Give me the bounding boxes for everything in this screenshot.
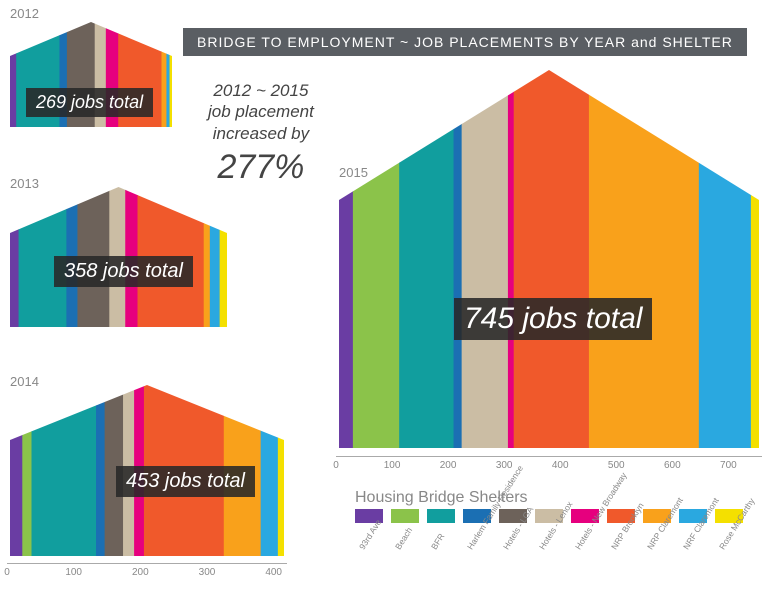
summary-line1: 2012 ~ 2015 [208, 80, 314, 101]
legend-item: NRP Claremont [643, 509, 677, 541]
legend-swatch [391, 509, 419, 523]
legend-swatch [427, 509, 455, 523]
axis-tick: 500 [608, 460, 625, 471]
axis-tick: 600 [664, 460, 681, 471]
axis-tick: 700 [720, 460, 737, 471]
jobs-badge-2014: 453 jobs total [116, 466, 255, 497]
jobs-badge-2015: 745 jobs total [454, 298, 652, 340]
axis-tick: 0 [4, 567, 10, 578]
axis-tick: 300 [496, 460, 513, 471]
summary-line3: increased by [208, 123, 314, 144]
legend-label: Beach [393, 526, 414, 552]
axis-tick: 200 [132, 567, 149, 578]
legend-item: BFR [427, 509, 461, 541]
legend-item: 93rd Ave [355, 509, 389, 541]
legend-label: BFR [429, 532, 446, 552]
legend-item: NRF Claremont [679, 509, 713, 541]
legend-item: Hotels - Lenox [535, 509, 569, 541]
legend-label: Hotels - Lenox [537, 500, 575, 552]
axis-tick: 100 [384, 460, 401, 471]
house-2015 [339, 70, 759, 448]
axis-tick: 0 [333, 460, 339, 471]
legend-item: Hotels - New Broadway [571, 509, 605, 541]
title-text: BRIDGE TO EMPLOYMENT ~ JOB PLACEMENTS BY… [197, 34, 733, 50]
axis-tick: 400 [265, 567, 282, 578]
summary-percent: 277% [208, 146, 314, 189]
legend-label: 93rd Ave [357, 518, 383, 552]
legend-item: Rose McCarthy [715, 509, 749, 541]
summary-block: 2012 ~ 2015 job placement increased by 2… [208, 80, 314, 188]
axis-tick: 300 [199, 567, 216, 578]
legend-item: Beach [391, 509, 425, 541]
axis-tick: 400 [552, 460, 569, 471]
axis-tick: 200 [440, 460, 457, 471]
legend-label: Rose McCarthy [717, 496, 757, 551]
title-bar: BRIDGE TO EMPLOYMENT ~ JOB PLACEMENTS BY… [183, 28, 747, 56]
summary-line2: job placement [208, 101, 314, 122]
legend-item: Harlem Family Residence [463, 509, 497, 541]
legend-item: Hotels - LGA [499, 509, 533, 541]
axis-tick: 100 [65, 567, 82, 578]
legend-item: NRP Brooklyn [607, 509, 641, 541]
year-label-2012: 2012 [10, 6, 39, 21]
jobs-badge-2013: 358 jobs total [54, 256, 193, 287]
jobs-badge-2012: 269 jobs total [26, 88, 153, 117]
